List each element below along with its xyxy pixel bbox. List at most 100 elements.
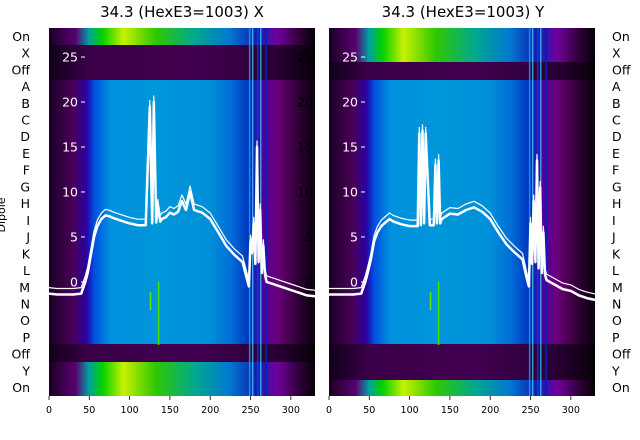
row-label: On [12,380,30,395]
row-label: On [612,29,630,44]
overlay-tick-label: 15 [342,139,358,154]
panel-title: 34.3 (HexE3=1003) X [100,3,264,21]
row-label: E [612,146,620,161]
row-label: Off [12,62,31,77]
overlay-tick-label-right: 5 [305,229,313,244]
overlay-line-secondary [329,124,596,295]
row-label: B [21,96,30,111]
heatmap-band-bottom-green [329,380,595,396]
row-label: Off [612,62,631,77]
overlay-tick-label: 0 [350,274,358,289]
x-tick-label: 100 [401,405,419,416]
row-label: J [611,230,616,245]
heatmap-band-top-green [329,28,595,62]
row-label: On [612,380,630,395]
heatmap-stripe [528,28,531,396]
row-label: Off [12,347,31,362]
x-tick-label: 100 [121,405,139,416]
row-label: X [21,46,30,61]
row-label: P [612,330,620,345]
overlay-tick-label-right: 0 [305,274,313,289]
heatmap-band-bottom-green [49,362,315,396]
row-label: H [21,196,30,211]
x-tick-label: 200 [481,405,499,416]
heatmap-band-top-dark [329,62,595,80]
row-label: N [21,297,30,312]
x-tick-label: 150 [441,405,459,416]
row-label: On [12,29,30,44]
row-label: F [612,163,619,178]
row-label: C [21,113,30,128]
row-label: E [22,146,30,161]
row-label: K [22,246,31,261]
overlay-line-secondary [48,95,316,291]
overlay-tick-label: 5 [350,229,358,244]
panel-title: 34.3 (HexE3=1003) Y [382,3,546,21]
x-tick-label: 0 [46,405,52,416]
x-tick-label: 300 [282,405,300,416]
panel-x: 34.3 (HexE3=1003) X Dipole OnXOffABCDEFG… [0,3,316,416]
row-label: X [612,46,621,61]
row-label: Y [21,363,30,378]
heatmap-band-top-green [49,28,315,45]
overlay-tick-label-right: 20 [297,95,313,110]
row-label: D [20,129,30,144]
heatmap-accent [429,292,432,310]
heatmap-band-bottom-dark [329,344,595,380]
x-tick-label: 50 [363,405,375,416]
x-tick-label: 300 [562,405,580,416]
heatmap-accent [149,292,152,310]
row-label: M [612,280,623,295]
row-label: A [21,79,30,94]
row-label: G [20,179,30,194]
row-label: P [22,330,30,345]
overlay-tick-label: 5 [70,229,78,244]
row-label: L [612,263,619,278]
row-label: L [23,263,30,278]
overlay-tick-label-right: 25 [297,50,313,65]
overlay-tick-label: 25 [342,50,358,65]
overlay-tick-label: 15 [62,139,78,154]
overlay-tick-label-right: 10 [297,184,313,199]
heatmap-stripe [545,28,548,396]
row-label: K [612,246,621,261]
x-tick-label: 200 [201,405,219,416]
heatmap-stripe [252,28,254,396]
row-label: A [612,79,621,94]
row-label: D [612,129,622,144]
row-label: G [612,179,622,194]
overlay-tick-label: 0 [70,274,78,289]
overlay-tick-label: 20 [342,95,358,110]
row-label: B [612,96,621,111]
row-label: O [612,313,622,328]
row-label: N [612,297,621,312]
x-tick-label: 50 [83,405,95,416]
row-label: I [612,213,616,228]
x-tick-label: 0 [326,405,332,416]
overlay-tick-label: 10 [342,184,358,199]
panel-y: 34.3 (HexE3=1003) Y OnXOffABCDEFGHIJKLMN… [326,3,631,416]
row-label: I [26,213,30,228]
heatmap-accent [157,282,160,345]
heatmap-band-top-dark [49,45,315,80]
row-label: M [19,280,30,295]
heatmap-stripe [248,28,251,396]
row-label: Off [612,347,631,362]
y-axis-label: Dipole [0,197,8,232]
overlay-tick-label-right: 15 [297,139,313,154]
x-tick-label: 250 [521,405,539,416]
heatmap-background [49,28,315,396]
row-label: F [23,163,30,178]
heatmap-stripe [265,28,268,396]
overlay-tick-label: 25 [62,50,78,65]
row-label: Y [611,363,620,378]
overlay-tick-label: 20 [62,95,78,110]
x-tick-label: 150 [161,405,179,416]
heatmap-band-bottom-dark [49,344,315,362]
row-label: J [25,230,30,245]
x-tick-label: 250 [241,405,259,416]
heatmap-accent [437,282,440,345]
